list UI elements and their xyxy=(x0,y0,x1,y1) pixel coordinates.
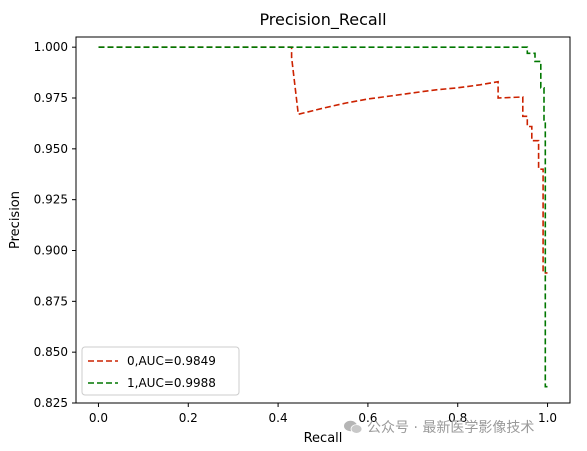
y-tick-label: 1.000 xyxy=(34,40,68,54)
legend-frame xyxy=(81,346,240,396)
legend-label-1: 1,AUC=0.9988 xyxy=(127,376,216,390)
x-tick-label: 0.2 xyxy=(179,411,198,425)
series-lines xyxy=(98,46,548,388)
y-tick-label: 0.825 xyxy=(34,396,68,410)
y-tick-label: 0.850 xyxy=(34,345,68,359)
y-tick-label: 0.875 xyxy=(34,294,68,308)
x-tick-label: 0.8 xyxy=(448,411,467,425)
x-tick-label: 1.0 xyxy=(538,411,557,425)
watermark-text: 公众号 · 最新医学影像技术 xyxy=(367,420,535,436)
x-axis-label: Recall xyxy=(304,431,343,446)
x-tick-label: 0.6 xyxy=(358,411,377,425)
x-axis-ticks: 0.0 0.2 0.4 0.6 0.8 1.0 xyxy=(89,403,557,425)
wechat-icon xyxy=(344,420,363,434)
y-tick-label: 0.975 xyxy=(34,91,68,105)
x-tick-label: 0.0 xyxy=(89,411,108,425)
y-axis-label: Precision xyxy=(8,191,23,249)
legend: 0,AUC=0.9849 1,AUC=0.9988 xyxy=(81,346,240,396)
series-line-0 xyxy=(98,46,548,274)
series-line-1 xyxy=(98,46,548,388)
y-tick-label: 0.900 xyxy=(34,244,68,258)
chart-title: Precision_Recall xyxy=(259,10,386,30)
y-tick-label: 0.925 xyxy=(34,193,68,207)
x-tick-label: 0.4 xyxy=(269,411,288,425)
plot-frame xyxy=(75,36,571,404)
legend-label-0: 0,AUC=0.9849 xyxy=(127,354,216,368)
watermark: 公众号 · 最新医学影像技术 xyxy=(343,417,534,437)
y-tick-label: 0.950 xyxy=(34,142,68,156)
y-axis-ticks: 0.825 0.850 0.875 0.900 0.925 0.950 0.975 1.000 xyxy=(34,40,76,410)
